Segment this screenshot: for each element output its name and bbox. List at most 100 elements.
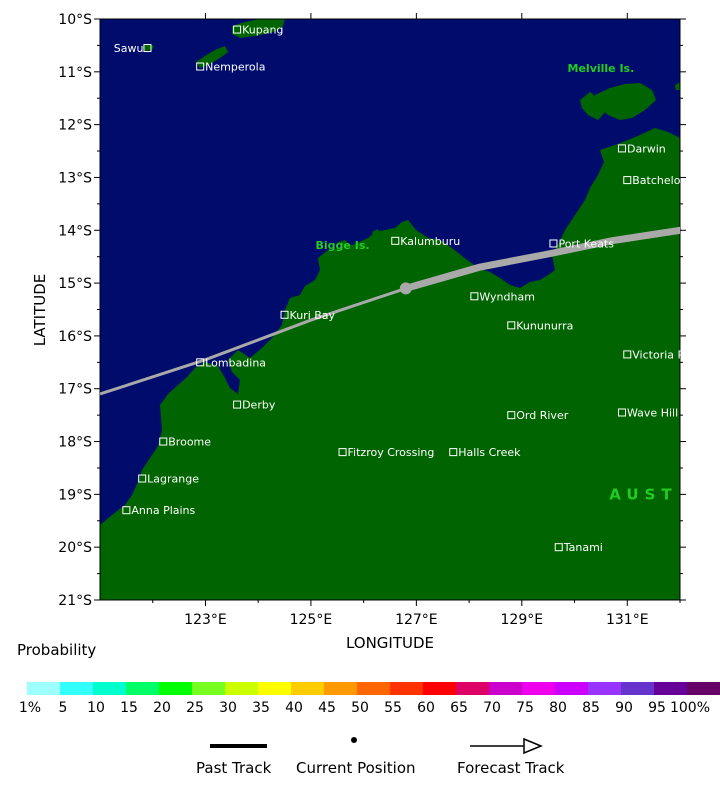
- place-marker: [280, 310, 289, 319]
- color-bar-cell: [621, 682, 654, 695]
- place-label: Lombadina: [205, 356, 266, 369]
- australia-landmass: [100, 130, 680, 600]
- color-bar-cell: [93, 682, 126, 695]
- place-label: Fitzroy Crossing: [348, 446, 435, 459]
- place-marker: [233, 25, 242, 34]
- lat-tick-label: 10°S: [58, 12, 92, 28]
- probability-label: 55: [384, 700, 402, 716]
- probability-label: 45: [318, 700, 336, 716]
- bathurst-island: [580, 92, 605, 120]
- lon-tick-label: 123°E: [184, 612, 227, 628]
- color-bar-cell: [555, 682, 588, 695]
- lat-tick-label: 20°S: [58, 540, 92, 556]
- x-axis-title: LONGITUDE: [346, 634, 434, 652]
- place-label: Kuri Bay: [290, 309, 336, 322]
- roti-island: [196, 46, 228, 68]
- place-label: Kalumburu: [400, 235, 460, 248]
- lat-tick-label: 16°S: [58, 329, 92, 345]
- color-bar-cell: [456, 682, 489, 695]
- region-label: Bigge Is.: [316, 239, 370, 252]
- place-marker: [338, 448, 347, 457]
- color-bar-cell: [522, 682, 555, 695]
- color-bar-cell: [60, 682, 93, 695]
- color-bar-cell: [390, 682, 423, 695]
- color-bar-cell: [159, 682, 192, 695]
- probability-label: 30: [219, 700, 237, 716]
- small-island-3: [675, 82, 680, 90]
- place-marker: [507, 411, 516, 420]
- place-marker: [549, 239, 558, 248]
- place-label: Kupang: [242, 24, 283, 37]
- color-bar-cell: [291, 682, 324, 695]
- place-marker: [391, 236, 400, 245]
- country-label: AUST: [609, 485, 677, 503]
- place-label: Port Keats: [558, 237, 614, 250]
- forecast-track-label: Forecast Track: [457, 759, 565, 777]
- place-label: Tanami: [563, 541, 603, 554]
- melville-island: [595, 83, 656, 120]
- lat-tick-label: 17°S: [58, 382, 92, 398]
- probability-label: 80: [549, 700, 567, 716]
- place-marker: [507, 321, 516, 330]
- place-marker: [623, 350, 632, 359]
- place-marker: [122, 506, 131, 515]
- small-island-2: [322, 254, 332, 264]
- place-label: Derby: [242, 399, 276, 412]
- lat-tick-label: 15°S: [58, 276, 92, 292]
- color-bar-cell: [258, 682, 291, 695]
- lat-tick-label: 11°S: [58, 65, 92, 81]
- axis-ticks: 10°S 11°S 12°S 13°S 14°S 15°S 16°S 17°S 18°S 19°S…: [58, 12, 686, 628]
- place-marker: [138, 474, 147, 483]
- probability-label: 65: [450, 700, 468, 716]
- place-label: Nemperola: [205, 61, 265, 74]
- place-marker: [233, 400, 242, 409]
- color-bar-cell: [489, 682, 522, 695]
- place-label: Darwin: [627, 142, 666, 155]
- place-label: Victoria R. Downs: [632, 348, 720, 361]
- color-bar-cell: [687, 682, 720, 695]
- place-label: Sawu: [114, 42, 144, 55]
- place-label: Ord River: [516, 409, 568, 422]
- lon-tick-label: 127°E: [395, 612, 438, 628]
- probability-label: 95: [648, 700, 666, 716]
- place-marker: [623, 176, 632, 185]
- probability-label: 25: [186, 700, 204, 716]
- probability-color-bar: [27, 682, 720, 695]
- timor-island: [232, 19, 285, 38]
- place-marker: [554, 543, 563, 552]
- probability-label: 20: [153, 700, 171, 716]
- lat-tick-label: 19°S: [58, 487, 92, 503]
- current-position-marker: [399, 282, 412, 295]
- place-label: Kununurra: [516, 319, 573, 332]
- color-bar-cell: [654, 682, 687, 695]
- current-position-label: Current Position: [296, 759, 416, 777]
- places-layer: Sawu Kupang Nemperola Darwin Batchelor Kalumb…: [114, 24, 720, 555]
- probability-label: 5: [58, 700, 68, 716]
- place-label: Anna Plains: [131, 504, 195, 517]
- place-marker: [470, 292, 479, 301]
- current-position-key-dot: [351, 737, 357, 743]
- past-track-line: [100, 286, 407, 396]
- lon-tick-label: 131°E: [606, 612, 649, 628]
- cobourg-peninsula: [600, 128, 680, 180]
- probability-label: 35: [252, 700, 270, 716]
- place-marker: [449, 448, 458, 457]
- place-label: Halls Creek: [458, 446, 521, 459]
- probability-label: 75: [516, 700, 534, 716]
- place-marker: [196, 358, 205, 367]
- legend-title: Probability: [17, 641, 97, 659]
- lon-tick-label: 125°E: [290, 612, 333, 628]
- probability-label: 1%: [18, 700, 42, 716]
- lat-tick-label: 12°S: [58, 118, 92, 134]
- place-marker: [143, 44, 152, 53]
- lat-tick-label: 18°S: [58, 435, 92, 451]
- small-island-1: [372, 229, 380, 237]
- place-label: Wave Hill: [627, 406, 678, 419]
- probability-label: 100%: [669, 700, 711, 716]
- place-label: Broome: [168, 436, 211, 449]
- color-bar-cell: [126, 682, 159, 695]
- y-axis-title: LATITUDE: [31, 274, 49, 347]
- lat-tick-label: 13°S: [58, 170, 92, 186]
- color-bar-cell: [588, 682, 621, 695]
